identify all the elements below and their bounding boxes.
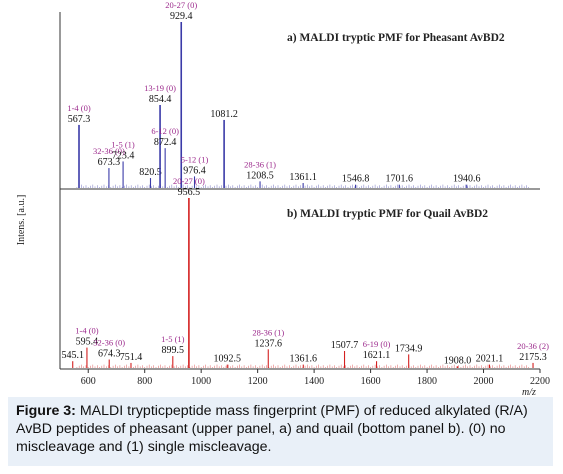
peak-label: 899.5 <box>162 345 185 356</box>
peak-label: 1701.6 <box>386 174 414 185</box>
y-axis-label: Intens. [a.u.] <box>16 195 27 246</box>
x-tick-label: 1600 <box>361 376 381 387</box>
peak-annotation: 1-5 (1) <box>111 139 135 149</box>
peak-label: 1908.0 <box>444 355 472 366</box>
peak-label: 956.5 <box>178 187 201 198</box>
peak-annotation: 20-27 (0) <box>173 176 205 186</box>
peak-annotation: 1-4 (0) <box>75 326 99 336</box>
peak-annotation: 1-5 (1) <box>161 334 185 344</box>
lower-panel-title: b) MALDI tryptic PMF for Quail AvBD2 <box>287 208 488 220</box>
peak-label: 1237.6 <box>255 338 283 349</box>
peak-label: 854.4 <box>149 94 172 105</box>
peak-annotation: 1-4 (0) <box>67 103 91 113</box>
noise-floor <box>76 184 529 188</box>
peak-label: 1081.2 <box>210 109 238 120</box>
peak-label: 1940.6 <box>453 174 481 185</box>
x-tick-label: 2000 <box>474 376 494 387</box>
peak-label: 1208.5 <box>246 170 274 181</box>
peak-label: 567.3 <box>68 114 91 125</box>
peak-label: 976.4 <box>183 165 206 176</box>
x-tick-label: 1200 <box>248 376 268 387</box>
peak-label: 673.3 <box>98 157 121 168</box>
lower-panel: 545.1 595.41-4 (0) 674.332-36 (0) 751.4 899.… <box>61 176 549 368</box>
peak-annotation: 6-12 (0) <box>151 126 179 136</box>
peak-annotation: 28-36 (1) <box>252 327 284 337</box>
peak-label: 1092.5 <box>214 354 242 365</box>
spectra-figure: 600 800 1000 1200 1400 1600 1800 2000 2200 567.3… <box>16 0 550 398</box>
peak-annotation: 13-19 (0) <box>144 83 176 93</box>
peak-label: 2175.3 <box>519 352 547 363</box>
peak-annotation: 5-12 (1) <box>181 154 209 164</box>
peak-label: 1507.7 <box>331 340 359 351</box>
peak-label: 2021.1 <box>476 354 504 365</box>
x-tick-label: 800 <box>137 376 152 387</box>
peak-label: 1734.9 <box>395 343 423 354</box>
peak-annotation: 20-36 (2) <box>517 341 549 351</box>
peak-label: 595.4 <box>76 337 99 348</box>
peak-label: 820.5 <box>139 167 162 178</box>
peak-label: 545.1 <box>61 350 84 361</box>
peak-label: 872.4 <box>154 137 177 148</box>
peak-label: 1621.1 <box>363 350 391 361</box>
upper-panel-title: a) MALDI tryptic PMF for Pheasant AvBD2 <box>287 32 505 44</box>
peak-label: 674.3 <box>98 349 121 360</box>
x-tick-label: 2200 <box>530 376 550 387</box>
peak-annotation: 20-27 (0) <box>165 0 197 10</box>
peak-label: 723.4 <box>112 150 135 161</box>
x-tick-label: 600 <box>81 376 96 387</box>
upper-panel: 567.31-4 (0) 673.332-36 (0)723.41-5 (1) 82… <box>67 0 529 188</box>
caption-text: MALDI trypticpeptide mass fingerprint (P… <box>16 403 528 455</box>
x-tick-label: 1000 <box>191 376 211 387</box>
caption-label: Figure 3: <box>16 403 76 419</box>
x-tick-label: 1400 <box>304 376 324 387</box>
peak-annotation: 32-36 (0) <box>93 146 125 156</box>
peak-annotation: 6-19 (0) <box>363 339 391 349</box>
figure-caption: Figure 3: MALDI trypticpeptide mass fing… <box>8 397 553 466</box>
peak-label: 929.4 <box>170 11 193 22</box>
peak-label: 1546.8 <box>342 174 370 185</box>
x-tick-label: 1800 <box>417 376 437 387</box>
noise-floor <box>76 364 529 368</box>
peak-annotation: 32-36 (0) <box>93 338 125 348</box>
peak-label: 1361.6 <box>290 354 318 365</box>
peak-annotation: 28-36 (1) <box>244 159 276 169</box>
peak-label: 751.4 <box>120 352 143 363</box>
x-axis-label: m/z <box>522 387 536 398</box>
peak-label: 1361.1 <box>289 172 317 183</box>
